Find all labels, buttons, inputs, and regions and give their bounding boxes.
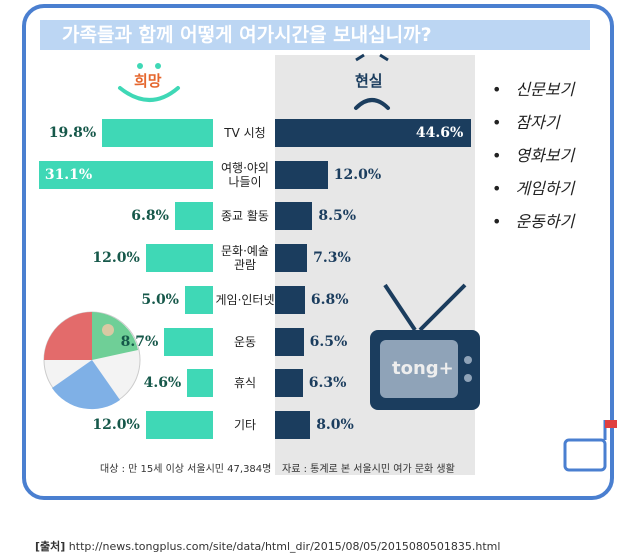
bar [38, 160, 213, 189]
bar [275, 160, 328, 189]
value-label: 6.3% [308, 375, 347, 392]
note: 대상 : 만 15세 이상 서울시민 47,384명 [100, 464, 272, 475]
value-label: 8.0% [316, 416, 354, 433]
source: [출처] http://news.tongplus.com/site/data/… [35, 538, 500, 554]
bar [174, 202, 213, 231]
source-label: [출처] [35, 540, 66, 553]
chart-title: 가족들과 함께 어떻게 여가시간을 보내십니까? [40, 20, 590, 50]
value-label: 8.7% [120, 333, 159, 350]
category-label: 휴식 [233, 376, 257, 391]
value-label: 6.8% [131, 208, 169, 225]
category-label: 기타 [233, 417, 257, 432]
source-url: http://news.tongplus.com/site/data/html_… [68, 540, 501, 553]
legend-hope: 희망 [134, 72, 162, 90]
side-list-item: 게임하기 [492, 175, 574, 199]
tv-logo: tong+ [392, 358, 454, 379]
category-label: 문화·예술 관람 [221, 244, 269, 273]
value-label: 4.6% [143, 375, 182, 392]
bar [275, 285, 305, 314]
value-label: 12.0% [92, 250, 140, 267]
bar [164, 327, 213, 356]
value-label: 8.5% [318, 208, 357, 225]
value-label: 6.8% [310, 291, 349, 308]
value-label: 31.1% [44, 166, 93, 183]
category-label: 운동 [233, 334, 257, 349]
bar [275, 244, 308, 273]
legend-reality: 현실 [355, 72, 383, 90]
value-label: 19.8% [48, 125, 97, 141]
category-label: 게임·인터넷 [215, 292, 275, 307]
category-label: 종교 활동 [221, 209, 269, 224]
value-label: 7.3% [313, 250, 351, 267]
bar [145, 244, 213, 273]
bar [145, 410, 213, 439]
side-list-item: 잠자기 [492, 109, 559, 133]
value-label: 44.6% [415, 125, 464, 141]
bar [275, 119, 472, 147]
value-label: 12.0% [333, 166, 382, 183]
bar [275, 202, 313, 231]
side-list-item: 신문보기 [492, 76, 574, 100]
side-list-item: 운동하기 [492, 208, 574, 232]
bar [102, 119, 213, 147]
note: 자료 : 통계로 본 서울시민 여가 문화 생활 [282, 464, 455, 475]
bar [275, 327, 304, 356]
bar [185, 285, 213, 314]
bar [275, 410, 311, 439]
value-label: 5.0% [141, 291, 179, 308]
bar [187, 369, 213, 398]
value-label: 6.5% [309, 333, 348, 350]
category-label: 여행·야외 나들이 [221, 160, 269, 189]
side-list-item: 영화보기 [492, 142, 574, 166]
value-label: 12.0% [92, 416, 140, 433]
bar [275, 369, 303, 398]
category-label: TV 시청 [224, 126, 266, 140]
